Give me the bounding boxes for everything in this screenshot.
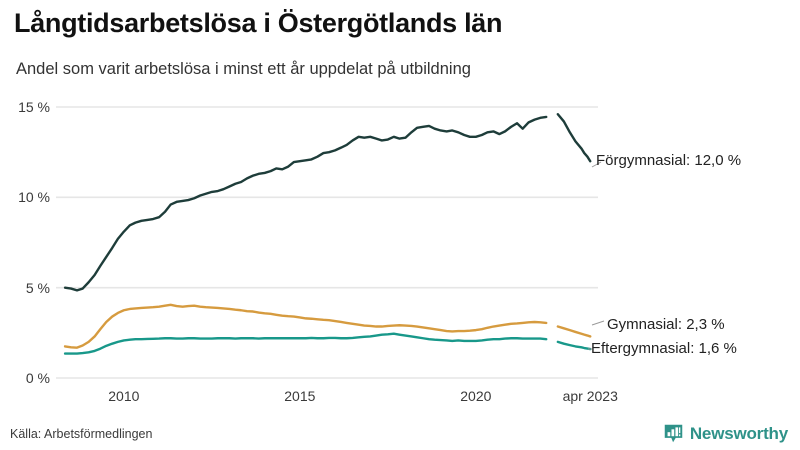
label-leader-1	[591, 320, 605, 326]
label-leader-0	[591, 161, 602, 168]
bar-chart-icon	[664, 424, 683, 442]
xtick-label-2015: 2015	[284, 388, 316, 404]
series-line-recent-förgymnasial	[556, 113, 592, 163]
xtick-label-apr-2023: apr 2023	[562, 388, 618, 404]
ytick-label-0: 0 %	[25, 370, 50, 386]
series-line-recent-gymnasial	[556, 325, 592, 338]
series-eftergymnasial	[63, 332, 592, 355]
source-note: Källa: Arbetsförmedlingen	[10, 427, 153, 441]
page-subtitle: Andel som varit arbetslösa i minst ett å…	[16, 60, 471, 78]
logo-wordmark: Newsworthy	[689, 423, 788, 443]
series-line-gymnasial	[63, 303, 548, 349]
xtick-label-2010: 2010	[108, 388, 140, 404]
page-title: Långtidsarbetslösa i Östergötlands län	[14, 8, 503, 38]
series-line-förgymnasial	[63, 115, 548, 292]
series-label-gymnasial: Gymnasial: 2,3 %	[607, 316, 725, 333]
series-gymnasial	[63, 303, 592, 349]
ytick-label-5: 5 %	[25, 279, 50, 296]
series-label-forgymnasial: Förgymnasial: 12,0 %	[596, 152, 742, 169]
series-label-eftergymnasial: Eftergymnasial: 1,6 %	[591, 340, 737, 357]
ytick-label-10: 10 %	[18, 189, 50, 206]
xtick-label-2020: 2020	[460, 388, 492, 404]
series-line-eftergymnasial	[63, 332, 548, 355]
series-line-recent-eftergymnasial	[556, 340, 592, 351]
newsworthy-logo: Newsworthy	[663, 421, 788, 445]
ytick-label-15: 15 %	[18, 99, 50, 115]
series-förgymnasial	[63, 113, 592, 292]
